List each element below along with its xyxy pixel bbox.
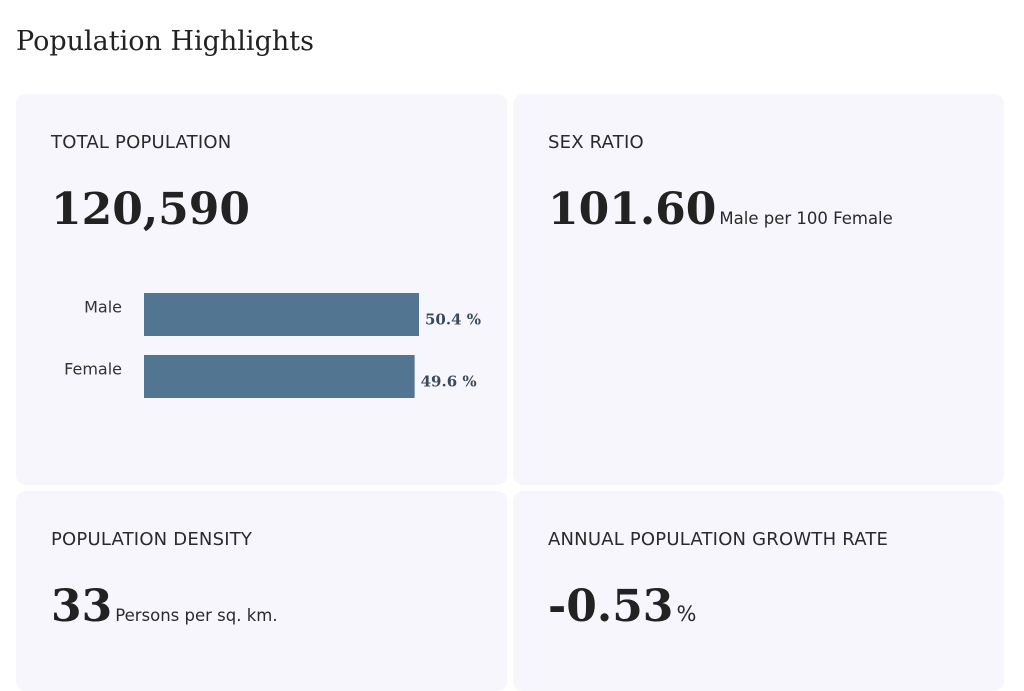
gender-bar-chart: Male 50.4 % Female 49.6 % <box>64 293 481 398</box>
bar-female <box>144 355 415 398</box>
total-population-label: TOTAL POPULATION <box>51 132 232 153</box>
total-population-value: 120,590 <box>51 184 251 235</box>
bar-value-label: 50.4 % <box>425 311 481 329</box>
sex-ratio-value-row: 101.60 Male per 100 Female <box>548 188 893 232</box>
bar-category-label: Female <box>64 360 122 379</box>
population-density-card: POPULATION DENSITY 33 Persons per sq. km… <box>16 491 507 691</box>
page-title: Population Highlights <box>16 26 314 57</box>
sex-ratio-card: SEX RATIO 101.60 Male per 100 Female <box>513 94 1004 485</box>
sex-ratio-unit: Male per 100 Female <box>719 209 893 228</box>
growth-rate-value-row: -0.53 % <box>548 585 696 629</box>
population-density-value-row: 33 Persons per sq. km. <box>51 585 278 629</box>
bar-value-label: 49.6 % <box>421 373 477 391</box>
population-density-value: 33 <box>51 581 113 632</box>
growth-rate-card: ANNUAL POPULATION GROWTH RATE -0.53 % <box>513 491 1004 691</box>
growth-rate-value: -0.53 <box>548 581 674 632</box>
bar-category-label: Male <box>84 298 122 317</box>
total-population-card: TOTAL POPULATION 120,590 Male 50.4 % Femal… <box>16 94 507 485</box>
population-density-label: POPULATION DENSITY <box>51 529 253 550</box>
population-density-unit: Persons per sq. km. <box>115 606 278 625</box>
sex-ratio-label: SEX RATIO <box>548 132 644 153</box>
growth-rate-label: ANNUAL POPULATION GROWTH RATE <box>548 529 889 550</box>
total-population-value-row: 120,590 <box>51 188 250 232</box>
sex-ratio-value: 101.60 <box>548 184 717 235</box>
bar-male <box>144 293 419 336</box>
growth-rate-unit: % <box>676 602 697 626</box>
